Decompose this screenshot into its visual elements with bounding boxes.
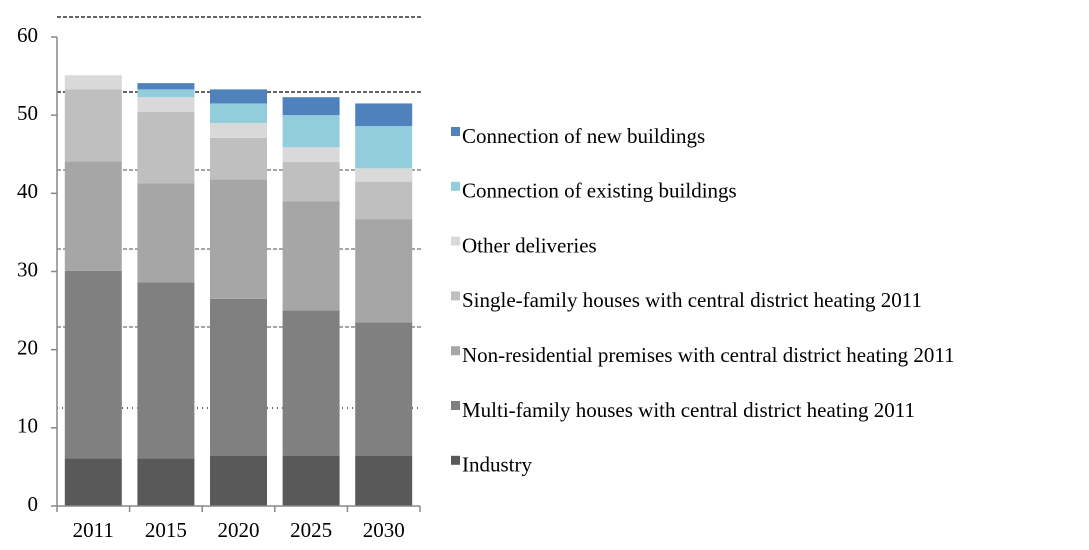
bar-segment xyxy=(355,322,413,456)
x-tick-label: 2030 xyxy=(363,518,405,542)
bar-segment xyxy=(355,181,413,220)
legend-label: Other deliveries xyxy=(462,233,597,257)
bar-segment xyxy=(355,219,413,323)
legend-swatch xyxy=(451,401,460,410)
y-tick-label: 20 xyxy=(17,335,38,359)
legend-label: Connection of existing buildings xyxy=(462,179,737,203)
bar-segment xyxy=(137,183,195,283)
legend-swatch xyxy=(451,346,460,356)
y-tick-label: 40 xyxy=(17,179,38,203)
legend-swatch xyxy=(451,236,460,246)
legend-swatch xyxy=(451,181,460,191)
y-tick-label: 0 xyxy=(28,492,39,516)
bar-segment xyxy=(64,89,122,162)
bar-segment xyxy=(355,126,413,169)
bar-segment xyxy=(137,112,195,184)
y-tick-label: 50 xyxy=(17,101,38,125)
legend-swatch xyxy=(451,127,460,136)
bar-segment xyxy=(355,103,413,127)
legend-label: Multi-family houses with central distric… xyxy=(462,398,915,422)
legend-swatch xyxy=(451,455,460,465)
bar-segment xyxy=(210,455,267,506)
bar-segment xyxy=(282,455,340,506)
bar-segment xyxy=(137,83,195,90)
bar-segment xyxy=(210,122,267,138)
y-tick-label: 10 xyxy=(17,414,38,438)
bar-segment xyxy=(64,75,122,90)
bar-segment xyxy=(282,162,340,202)
bar-segment xyxy=(210,89,267,104)
legend-swatch xyxy=(451,291,460,301)
legend-label: Industry xyxy=(462,453,532,477)
bar-segment xyxy=(210,137,267,180)
x-tick-label: 2025 xyxy=(290,518,332,542)
bar-segment xyxy=(282,201,340,311)
bar-segment xyxy=(137,97,195,113)
bar-segment xyxy=(64,270,122,459)
bar-segment xyxy=(210,103,267,123)
bar-segment xyxy=(282,147,340,163)
bar-segment xyxy=(355,455,413,506)
bar-segment xyxy=(210,298,267,456)
bar-segment xyxy=(64,161,122,271)
bar-segment xyxy=(282,97,340,116)
y-tick-label: 60 xyxy=(17,23,38,47)
x-tick-label: 2015 xyxy=(145,518,187,542)
bar-segment xyxy=(282,115,340,148)
bar-segment xyxy=(355,168,413,182)
bar-segment xyxy=(64,458,122,506)
bar-segment xyxy=(137,458,195,506)
y-tick-label: 30 xyxy=(17,257,38,281)
legend-label: Connection of new buildings xyxy=(462,124,705,148)
bar-segment xyxy=(210,179,267,299)
legend-label: Non-residential premises with central di… xyxy=(462,343,955,367)
bar-segment xyxy=(282,310,340,456)
x-tick-label: 2011 xyxy=(73,518,114,542)
x-tick-label: 2020 xyxy=(218,518,260,542)
legend-label: Single-family houses with central distri… xyxy=(462,288,922,312)
bar-segment xyxy=(137,89,195,98)
bar-segment xyxy=(137,282,195,459)
